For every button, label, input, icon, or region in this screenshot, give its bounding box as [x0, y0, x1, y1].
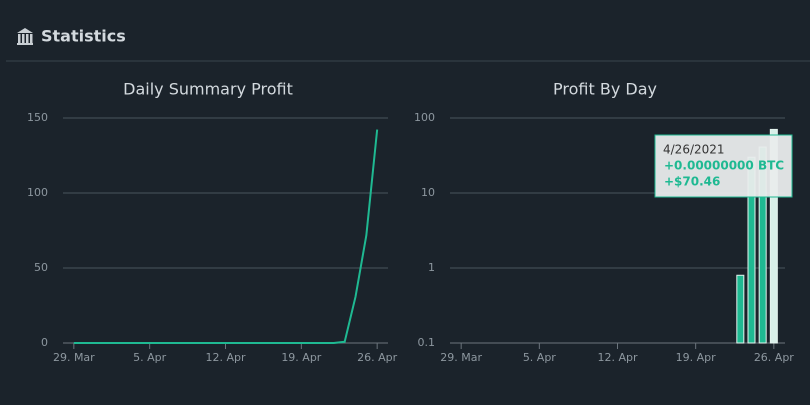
bar [769, 128, 778, 344]
y-tick-label: 50 [34, 261, 48, 274]
y-tick-label: 100 [27, 186, 48, 199]
panel-title: Statistics [41, 27, 126, 46]
profit-line [73, 129, 379, 344]
y-tick-label: 1 [428, 261, 435, 274]
x-tick-label: 5. Apr [133, 351, 166, 364]
x-tick-label: 26. Apr [754, 351, 794, 364]
x-tick-label: 26. Apr [357, 351, 397, 364]
x-tick-label: 12. Apr [205, 351, 245, 364]
y-tick-label: 150 [27, 111, 48, 124]
stats-icon [17, 28, 33, 45]
tooltip-date: 4/26/2021 [663, 143, 725, 157]
chart-title: Daily Summary Profit [123, 80, 293, 99]
x-tick-label: 19. Apr [676, 351, 716, 364]
chart-title: Profit By Day [553, 80, 657, 99]
y-tick-label: 0.1 [418, 336, 436, 349]
x-tick-label: 12. Apr [597, 351, 637, 364]
x-tick-label: 19. Apr [281, 351, 321, 364]
tooltip-line: +$70.46 [664, 175, 720, 189]
bar [736, 274, 745, 344]
y-tick-label: 10 [421, 186, 435, 199]
x-tick-label: 29. Mar [53, 351, 95, 364]
y-tick-label: 0 [41, 336, 48, 349]
tooltip-box [654, 134, 793, 198]
y-tick-label: 100 [414, 111, 435, 124]
x-tick-label: 29. Mar [440, 351, 482, 364]
x-tick-label: 5. Apr [523, 351, 556, 364]
tooltip-line: +0.00000000 BTC [664, 159, 784, 173]
